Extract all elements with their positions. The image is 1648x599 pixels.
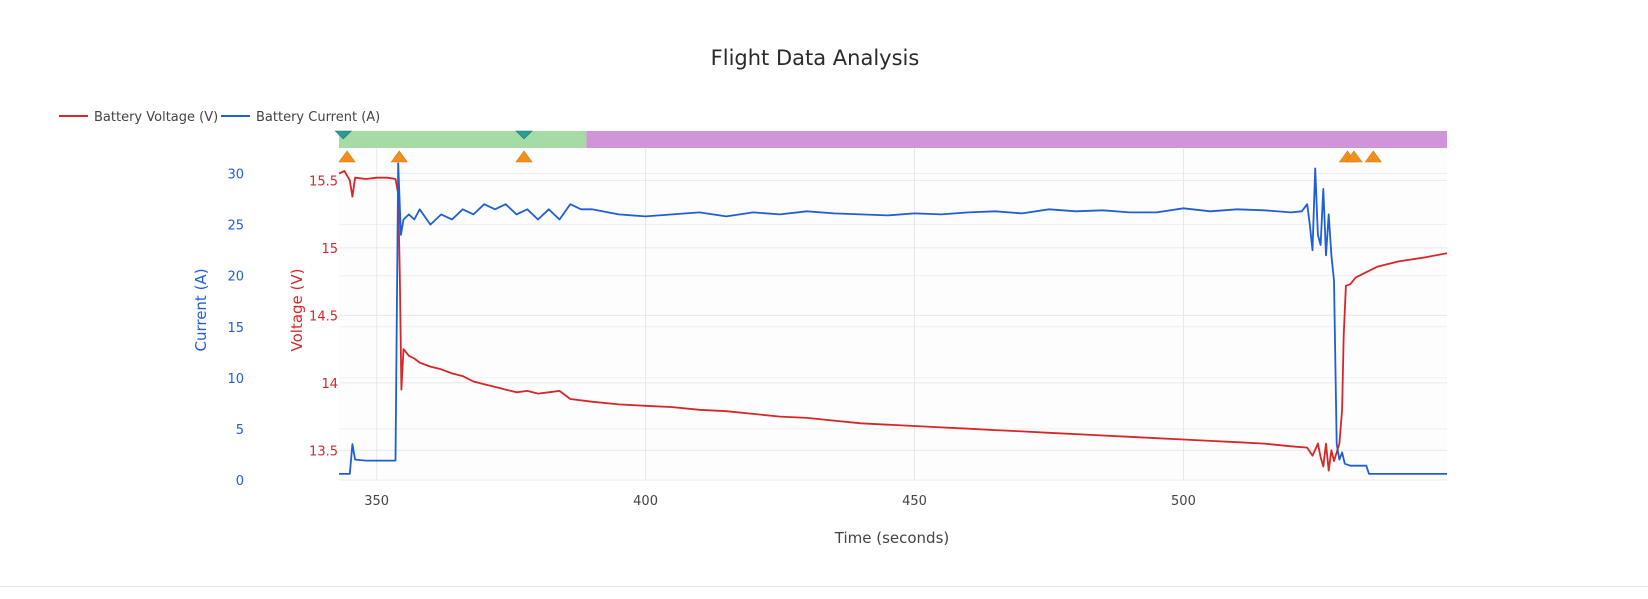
legend-label-current: Battery Current (A) xyxy=(256,110,380,125)
legend-item-current[interactable]: Battery Current (A) xyxy=(221,110,380,125)
current-tick-label-2: 10 xyxy=(227,372,244,387)
current-tick-label-1: 5 xyxy=(236,423,244,438)
current-tick-label-4: 20 xyxy=(227,270,244,285)
x-tick-label-3: 500 xyxy=(1171,494,1196,509)
event-marker-3[interactable] xyxy=(390,150,408,163)
series-line-voltage xyxy=(338,169,1448,472)
series-line-current xyxy=(339,162,1447,475)
phase-band-1 xyxy=(586,131,1447,148)
legend-label-voltage: Battery Voltage (V) xyxy=(94,110,218,125)
voltage-tick-label-4: 15.5 xyxy=(309,174,338,189)
current-tick-label-6: 30 xyxy=(227,168,244,183)
current-axis-title: Current (A) xyxy=(192,268,210,351)
x-tick-label-2: 450 xyxy=(902,494,927,509)
event-marker-6[interactable] xyxy=(1345,150,1363,163)
plot-background xyxy=(339,148,1447,480)
phase-band-0 xyxy=(339,131,587,148)
event-marker-0[interactable] xyxy=(334,130,353,140)
bottom-divider xyxy=(0,586,1648,587)
voltage-axis-title: Voltage (V) xyxy=(288,269,306,352)
plot-area[interactable]: 13.5 14 14.5 15 15.5 0 5 10 15 20 25 30 350 400 450 500 xyxy=(227,130,1448,509)
event-marker-2[interactable] xyxy=(338,150,356,163)
voltage-tick-label-2: 14.5 xyxy=(309,309,338,324)
x-axis-title: Time (seconds) xyxy=(834,529,950,547)
chart-title: Flight Data Analysis xyxy=(711,46,920,70)
legend-item-voltage[interactable]: Battery Voltage (V) xyxy=(59,110,218,125)
event-marker-1[interactable] xyxy=(515,130,533,140)
voltage-tick-label-3: 15 xyxy=(321,242,338,257)
current-tick-label-5: 25 xyxy=(227,219,244,234)
voltage-tick-label-0: 13.5 xyxy=(309,444,338,459)
event-marker-4[interactable] xyxy=(515,150,533,163)
current-tick-label-0: 0 xyxy=(236,474,244,489)
x-tick-label-1: 400 xyxy=(633,494,658,509)
current-tick-label-3: 15 xyxy=(227,321,244,336)
legend: Battery Voltage (V) Battery Current (A) xyxy=(59,110,380,125)
event-marker-7[interactable] xyxy=(1364,150,1382,163)
voltage-tick-label-1: 14 xyxy=(321,377,338,392)
x-tick-label-0: 350 xyxy=(364,494,389,509)
